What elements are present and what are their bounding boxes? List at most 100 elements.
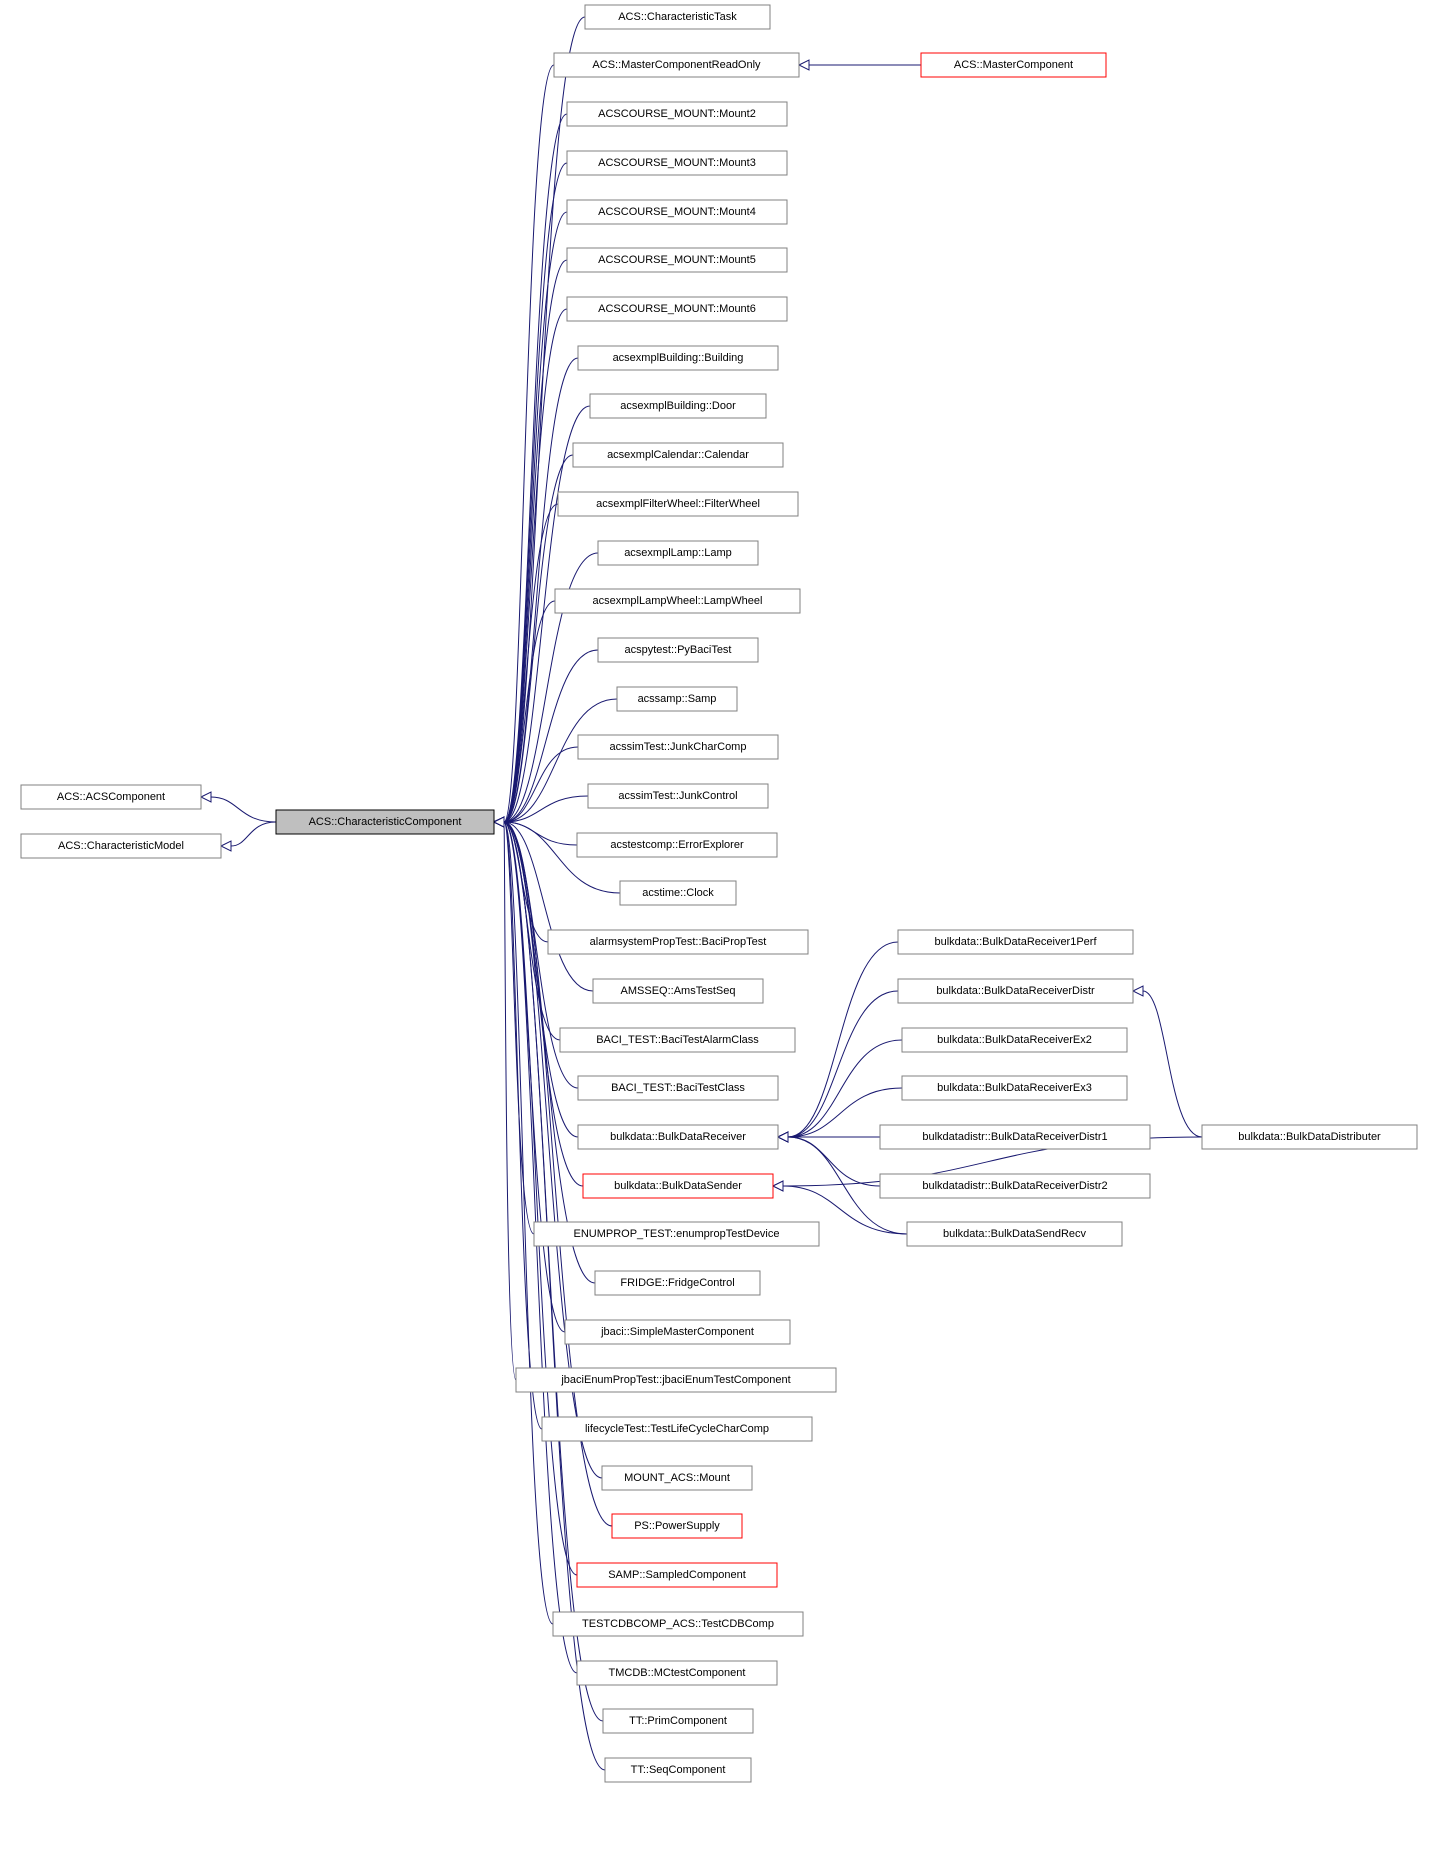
- class-node-label: PS::PowerSupply: [634, 1520, 720, 1532]
- class-node[interactable]: ACS::CharacteristicModel: [21, 834, 221, 858]
- class-node[interactable]: FRIDGE::FridgeControl: [595, 1271, 760, 1295]
- class-node-label: ACSCOURSE_MOUNT::Mount3: [598, 157, 756, 169]
- class-node-label: ACS::CharacteristicModel: [58, 840, 184, 852]
- class-node-label: ACS::CharacteristicComponent: [309, 816, 462, 828]
- class-node[interactable]: AMSSEQ::AmsTestSeq: [593, 979, 763, 1003]
- class-node[interactable]: lifecycleTest::TestLifeCycleCharComp: [542, 1417, 812, 1441]
- class-node-label: acssimTest::JunkControl: [618, 790, 737, 802]
- class-node[interactable]: ACSCOURSE_MOUNT::Mount5: [567, 248, 787, 272]
- class-node[interactable]: ACSCOURSE_MOUNT::Mount3: [567, 151, 787, 175]
- inheritance-edge: [788, 1040, 902, 1137]
- inheritance-edge: [504, 822, 542, 1429]
- class-node[interactable]: jbaciEnumPropTest::jbaciEnumTestComponen…: [516, 1368, 836, 1392]
- class-node[interactable]: acsexmplBuilding::Building: [578, 346, 778, 370]
- class-node-label: TT::PrimComponent: [629, 1715, 727, 1727]
- class-node[interactable]: ACSCOURSE_MOUNT::Mount2: [567, 102, 787, 126]
- class-node[interactable]: bulkdatadistr::BulkDataReceiverDistr1: [880, 1125, 1150, 1149]
- class-node-label: acsexmplBuilding::Door: [620, 400, 736, 412]
- class-node[interactable]: TMCDB::MCtestComponent: [577, 1661, 777, 1685]
- class-node[interactable]: acsexmplFilterWheel::FilterWheel: [558, 492, 798, 516]
- arrowhead-icon: [773, 1181, 783, 1191]
- class-node-label: acssamp::Samp: [638, 693, 717, 705]
- inheritance-edge: [1143, 991, 1202, 1137]
- class-node-label: bulkdatadistr::BulkDataReceiverDistr1: [922, 1131, 1107, 1143]
- arrowhead-icon: [778, 1132, 788, 1142]
- class-node-label: ACSCOURSE_MOUNT::Mount6: [598, 303, 756, 315]
- arrowhead-icon: [799, 60, 809, 70]
- class-node-label: ACS::ACSComponent: [57, 791, 165, 803]
- class-node-label: lifecycleTest::TestLifeCycleCharComp: [585, 1423, 769, 1435]
- class-node[interactable]: bulkdata::BulkDataReceiverEx3: [902, 1076, 1127, 1100]
- class-node[interactable]: ENUMPROP_TEST::enumpropTestDevice: [534, 1222, 819, 1246]
- nodes-layer: ACS::CharacteristicComponent ACS::ACSComp…: [21, 5, 1417, 1782]
- class-node[interactable]: ACS::MasterComponent: [921, 53, 1106, 77]
- class-node[interactable]: acstestcomp::ErrorExplorer: [577, 833, 777, 857]
- class-node[interactable]: ACS::CharacteristicComponent: [276, 810, 494, 834]
- class-node[interactable]: acsexmplBuilding::Door: [590, 394, 766, 418]
- class-node-label: bulkdatadistr::BulkDataReceiverDistr2: [922, 1180, 1107, 1192]
- class-node[interactable]: bulkdata::BulkDataDistributer: [1202, 1125, 1417, 1149]
- inheritance-edge: [504, 260, 567, 822]
- class-node[interactable]: BACI_TEST::BaciTestClass: [578, 1076, 778, 1100]
- class-node-label: SAMP::SampledComponent: [608, 1569, 746, 1581]
- arrowhead-icon: [1133, 986, 1143, 996]
- class-node[interactable]: acsexmplCalendar::Calendar: [573, 443, 783, 467]
- class-node-label: TESTCDBCOMP_ACS::TestCDBComp: [582, 1618, 774, 1630]
- class-node-label: acspytest::PyBaciTest: [625, 644, 732, 656]
- class-node[interactable]: acspytest::PyBaciTest: [598, 638, 758, 662]
- class-node-label: ENUMPROP_TEST::enumpropTestDevice: [573, 1228, 779, 1240]
- class-node[interactable]: ACS::ACSComponent: [21, 785, 201, 809]
- class-node[interactable]: acstime::Clock: [620, 881, 736, 905]
- class-node-label: TMCDB::MCtestComponent: [609, 1667, 746, 1679]
- class-node[interactable]: ACS::MasterComponentReadOnly: [554, 53, 799, 77]
- class-node-label: BACI_TEST::BaciTestAlarmClass: [596, 1034, 759, 1046]
- class-node[interactable]: alarmsystemPropTest::BaciPropTest: [548, 930, 808, 954]
- class-node-label: AMSSEQ::AmsTestSeq: [621, 985, 736, 997]
- class-node[interactable]: bulkdatadistr::BulkDataReceiverDistr2: [880, 1174, 1150, 1198]
- class-node[interactable]: acssamp::Samp: [617, 687, 737, 711]
- class-node-label: ACSCOURSE_MOUNT::Mount5: [598, 254, 756, 266]
- class-node[interactable]: SAMP::SampledComponent: [577, 1563, 777, 1587]
- class-node[interactable]: BACI_TEST::BaciTestAlarmClass: [560, 1028, 795, 1052]
- inheritance-edge: [504, 796, 588, 822]
- class-node[interactable]: acsexmplLampWheel::LampWheel: [555, 589, 800, 613]
- class-node-label: acstestcomp::ErrorExplorer: [610, 839, 744, 851]
- arrowhead-icon: [201, 792, 211, 802]
- class-node[interactable]: ACSCOURSE_MOUNT::Mount6: [567, 297, 787, 321]
- inheritance-diagram: ACS::CharacteristicComponent ACS::ACSComp…: [0, 0, 1440, 1861]
- class-node-label: acsexmplFilterWheel::FilterWheel: [596, 498, 760, 510]
- class-node-label: bulkdata::BulkDataReceiverDistr: [936, 985, 1095, 997]
- class-node-label: bulkdata::BulkDataSender: [614, 1180, 742, 1192]
- class-node[interactable]: bulkdata::BulkDataReceiverEx2: [902, 1028, 1127, 1052]
- inheritance-edge: [231, 822, 276, 846]
- class-node[interactable]: bulkdata::BulkDataSender: [583, 1174, 773, 1198]
- class-node-label: acssimTest::JunkCharComp: [610, 741, 747, 753]
- class-node-label: acstime::Clock: [642, 887, 714, 899]
- class-node[interactable]: bulkdata::BulkDataReceiver: [578, 1125, 778, 1149]
- class-node[interactable]: bulkdata::BulkDataSendRecv: [907, 1222, 1122, 1246]
- class-node-label: FRIDGE::FridgeControl: [620, 1277, 734, 1289]
- class-node-label: ACS::CharacteristicTask: [618, 11, 737, 23]
- class-node[interactable]: TT::SeqComponent: [605, 1758, 751, 1782]
- class-node[interactable]: ACSCOURSE_MOUNT::Mount4: [567, 200, 787, 224]
- inheritance-edge: [211, 797, 276, 822]
- class-node[interactable]: bulkdata::BulkDataReceiver1Perf: [898, 930, 1133, 954]
- class-node-label: bulkdata::BulkDataDistributer: [1238, 1131, 1381, 1143]
- class-node[interactable]: acssimTest::JunkCharComp: [578, 735, 778, 759]
- class-node[interactable]: PS::PowerSupply: [612, 1514, 742, 1538]
- class-node-label: ACS::MasterComponent: [954, 59, 1073, 71]
- inheritance-edge: [788, 991, 898, 1137]
- class-node[interactable]: MOUNT_ACS::Mount: [602, 1466, 752, 1490]
- class-node-label: ACSCOURSE_MOUNT::Mount4: [598, 206, 756, 218]
- class-node-label: alarmsystemPropTest::BaciPropTest: [590, 936, 767, 948]
- class-node[interactable]: TT::PrimComponent: [603, 1709, 753, 1733]
- class-node[interactable]: bulkdata::BulkDataReceiverDistr: [898, 979, 1133, 1003]
- class-node[interactable]: acsexmplLamp::Lamp: [598, 541, 758, 565]
- class-node[interactable]: ACS::CharacteristicTask: [585, 5, 770, 29]
- inheritance-edge: [788, 1137, 880, 1186]
- inheritance-edge: [504, 65, 554, 822]
- class-node-label: TT::SeqComponent: [631, 1764, 726, 1776]
- class-node[interactable]: jbaci::SimpleMasterComponent: [565, 1320, 790, 1344]
- class-node[interactable]: acssimTest::JunkControl: [588, 784, 768, 808]
- class-node[interactable]: TESTCDBCOMP_ACS::TestCDBComp: [553, 1612, 803, 1636]
